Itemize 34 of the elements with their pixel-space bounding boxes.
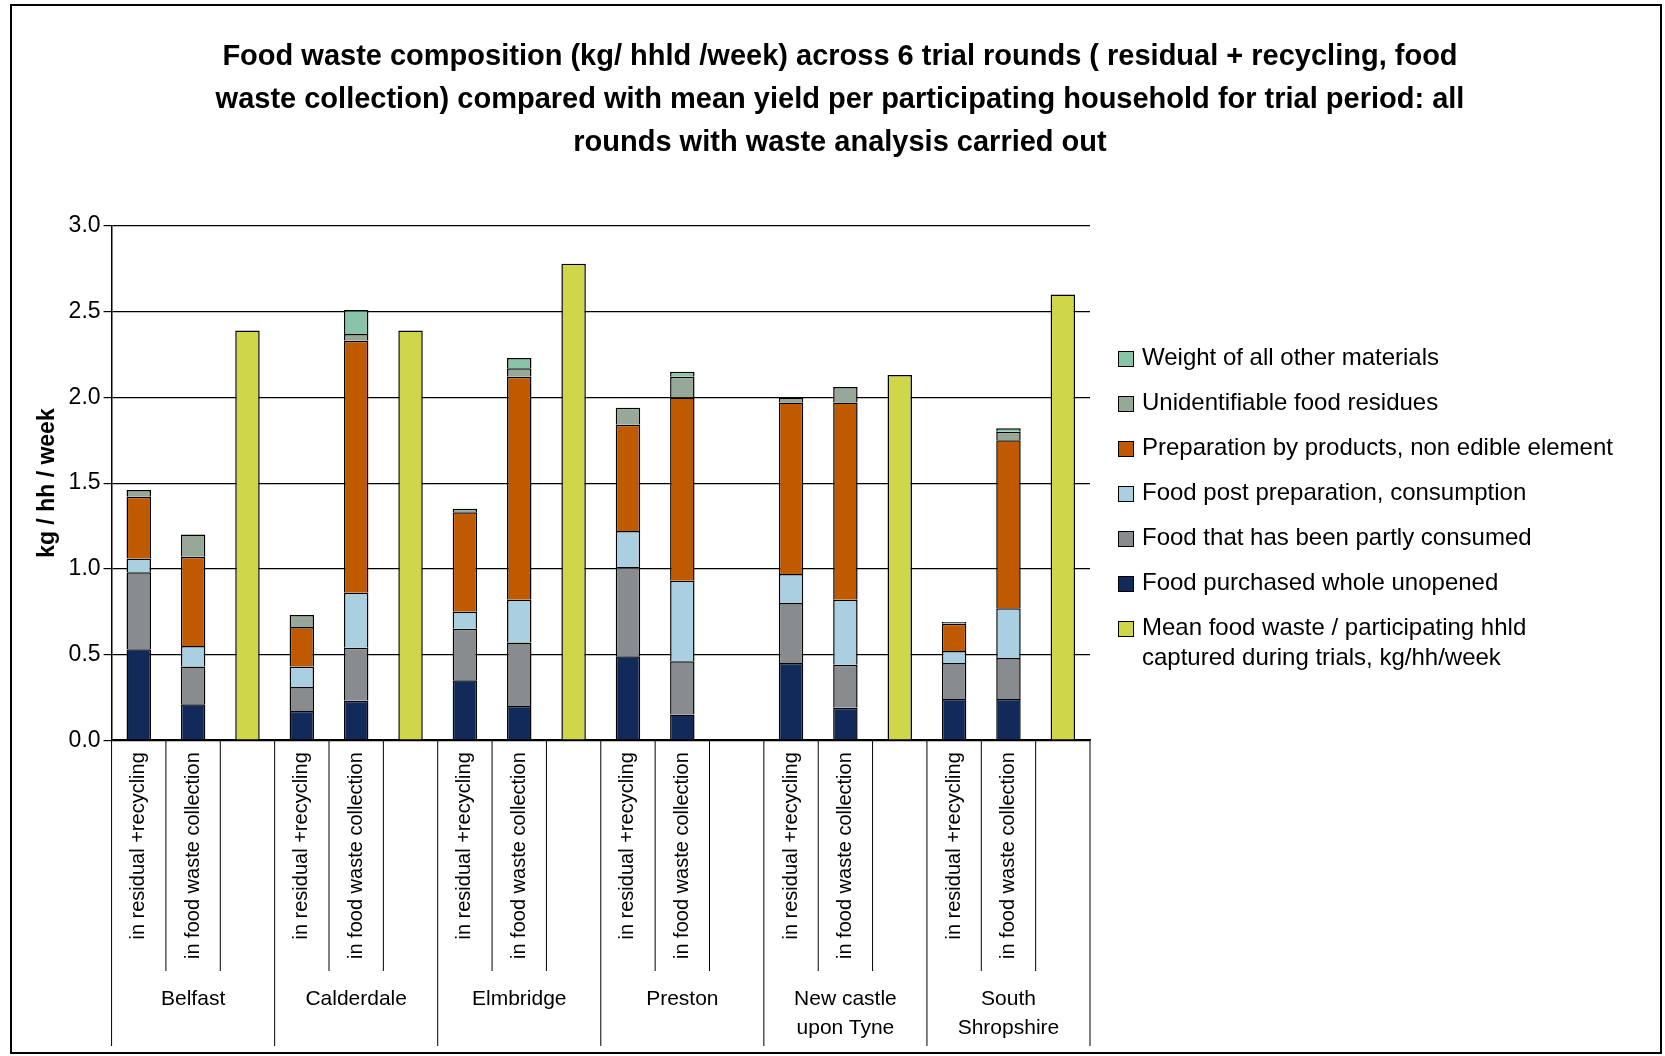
text: New castle upon Tyne (794, 986, 897, 1039)
x-tick-label: in residual +recycling (126, 752, 149, 940)
x-tick-label: in food waste collection (506, 752, 529, 960)
text: Belfast (161, 986, 226, 1010)
x-tick-label: in food waste collection (832, 752, 855, 960)
chart-title: Food waste composition (kg/ hhld /week) across 6 trial rounds ( residual + recycling, food waste collection) compared with mean yield per participating household for trial period: all rounds with waste analysis carried out (214, 38, 1466, 159)
legend-label: Food that has been partly consumed (1142, 522, 1532, 552)
x-tick-label: in food waste collection (343, 752, 366, 960)
x-tick-label: in food waste collection (180, 752, 203, 960)
y-tick-label: 2.0 (68, 382, 101, 409)
y-tick-label: 0.5 (68, 639, 101, 666)
text: Elmbridge (471, 986, 567, 1010)
legend-label: Food purchased whole unopened (1142, 567, 1499, 597)
y-tick-label: 3.0 (68, 211, 101, 238)
y-axis-title: kg / hh / week (33, 408, 60, 558)
legend-label: Unidentifiable food residues (1142, 387, 1439, 417)
y-tick-label: 1.0 (68, 554, 101, 581)
legend-label: Food post preparation, consumption (1142, 477, 1527, 507)
text: Calderdale (305, 986, 407, 1010)
y-tick-label: 1.5 (68, 468, 101, 495)
x-tick-label: in residual +recycling (452, 752, 475, 940)
x-tick-label: in food waste collection (669, 752, 692, 960)
y-tick-label: 0.0 (68, 725, 101, 752)
legend-label: Preparation by products, non edible element (1142, 432, 1613, 462)
legend-label: Weight of all other materials (1142, 342, 1440, 372)
x-tick-label: in residual +recycling (941, 752, 964, 940)
legend-label: Mean food waste / participating hhld captured during trials, kg/hh/week (1142, 612, 1528, 672)
text: Preston (646, 986, 719, 1010)
x-tick-label: in residual +recycling (778, 752, 801, 940)
text: South Shropshire (957, 986, 1060, 1039)
x-tick-label: in residual +recycling (289, 752, 312, 940)
x-tick-label: in food waste collection (995, 752, 1018, 960)
y-tick-label: 2.5 (68, 297, 101, 324)
x-tick-label: in residual +recycling (615, 752, 638, 940)
